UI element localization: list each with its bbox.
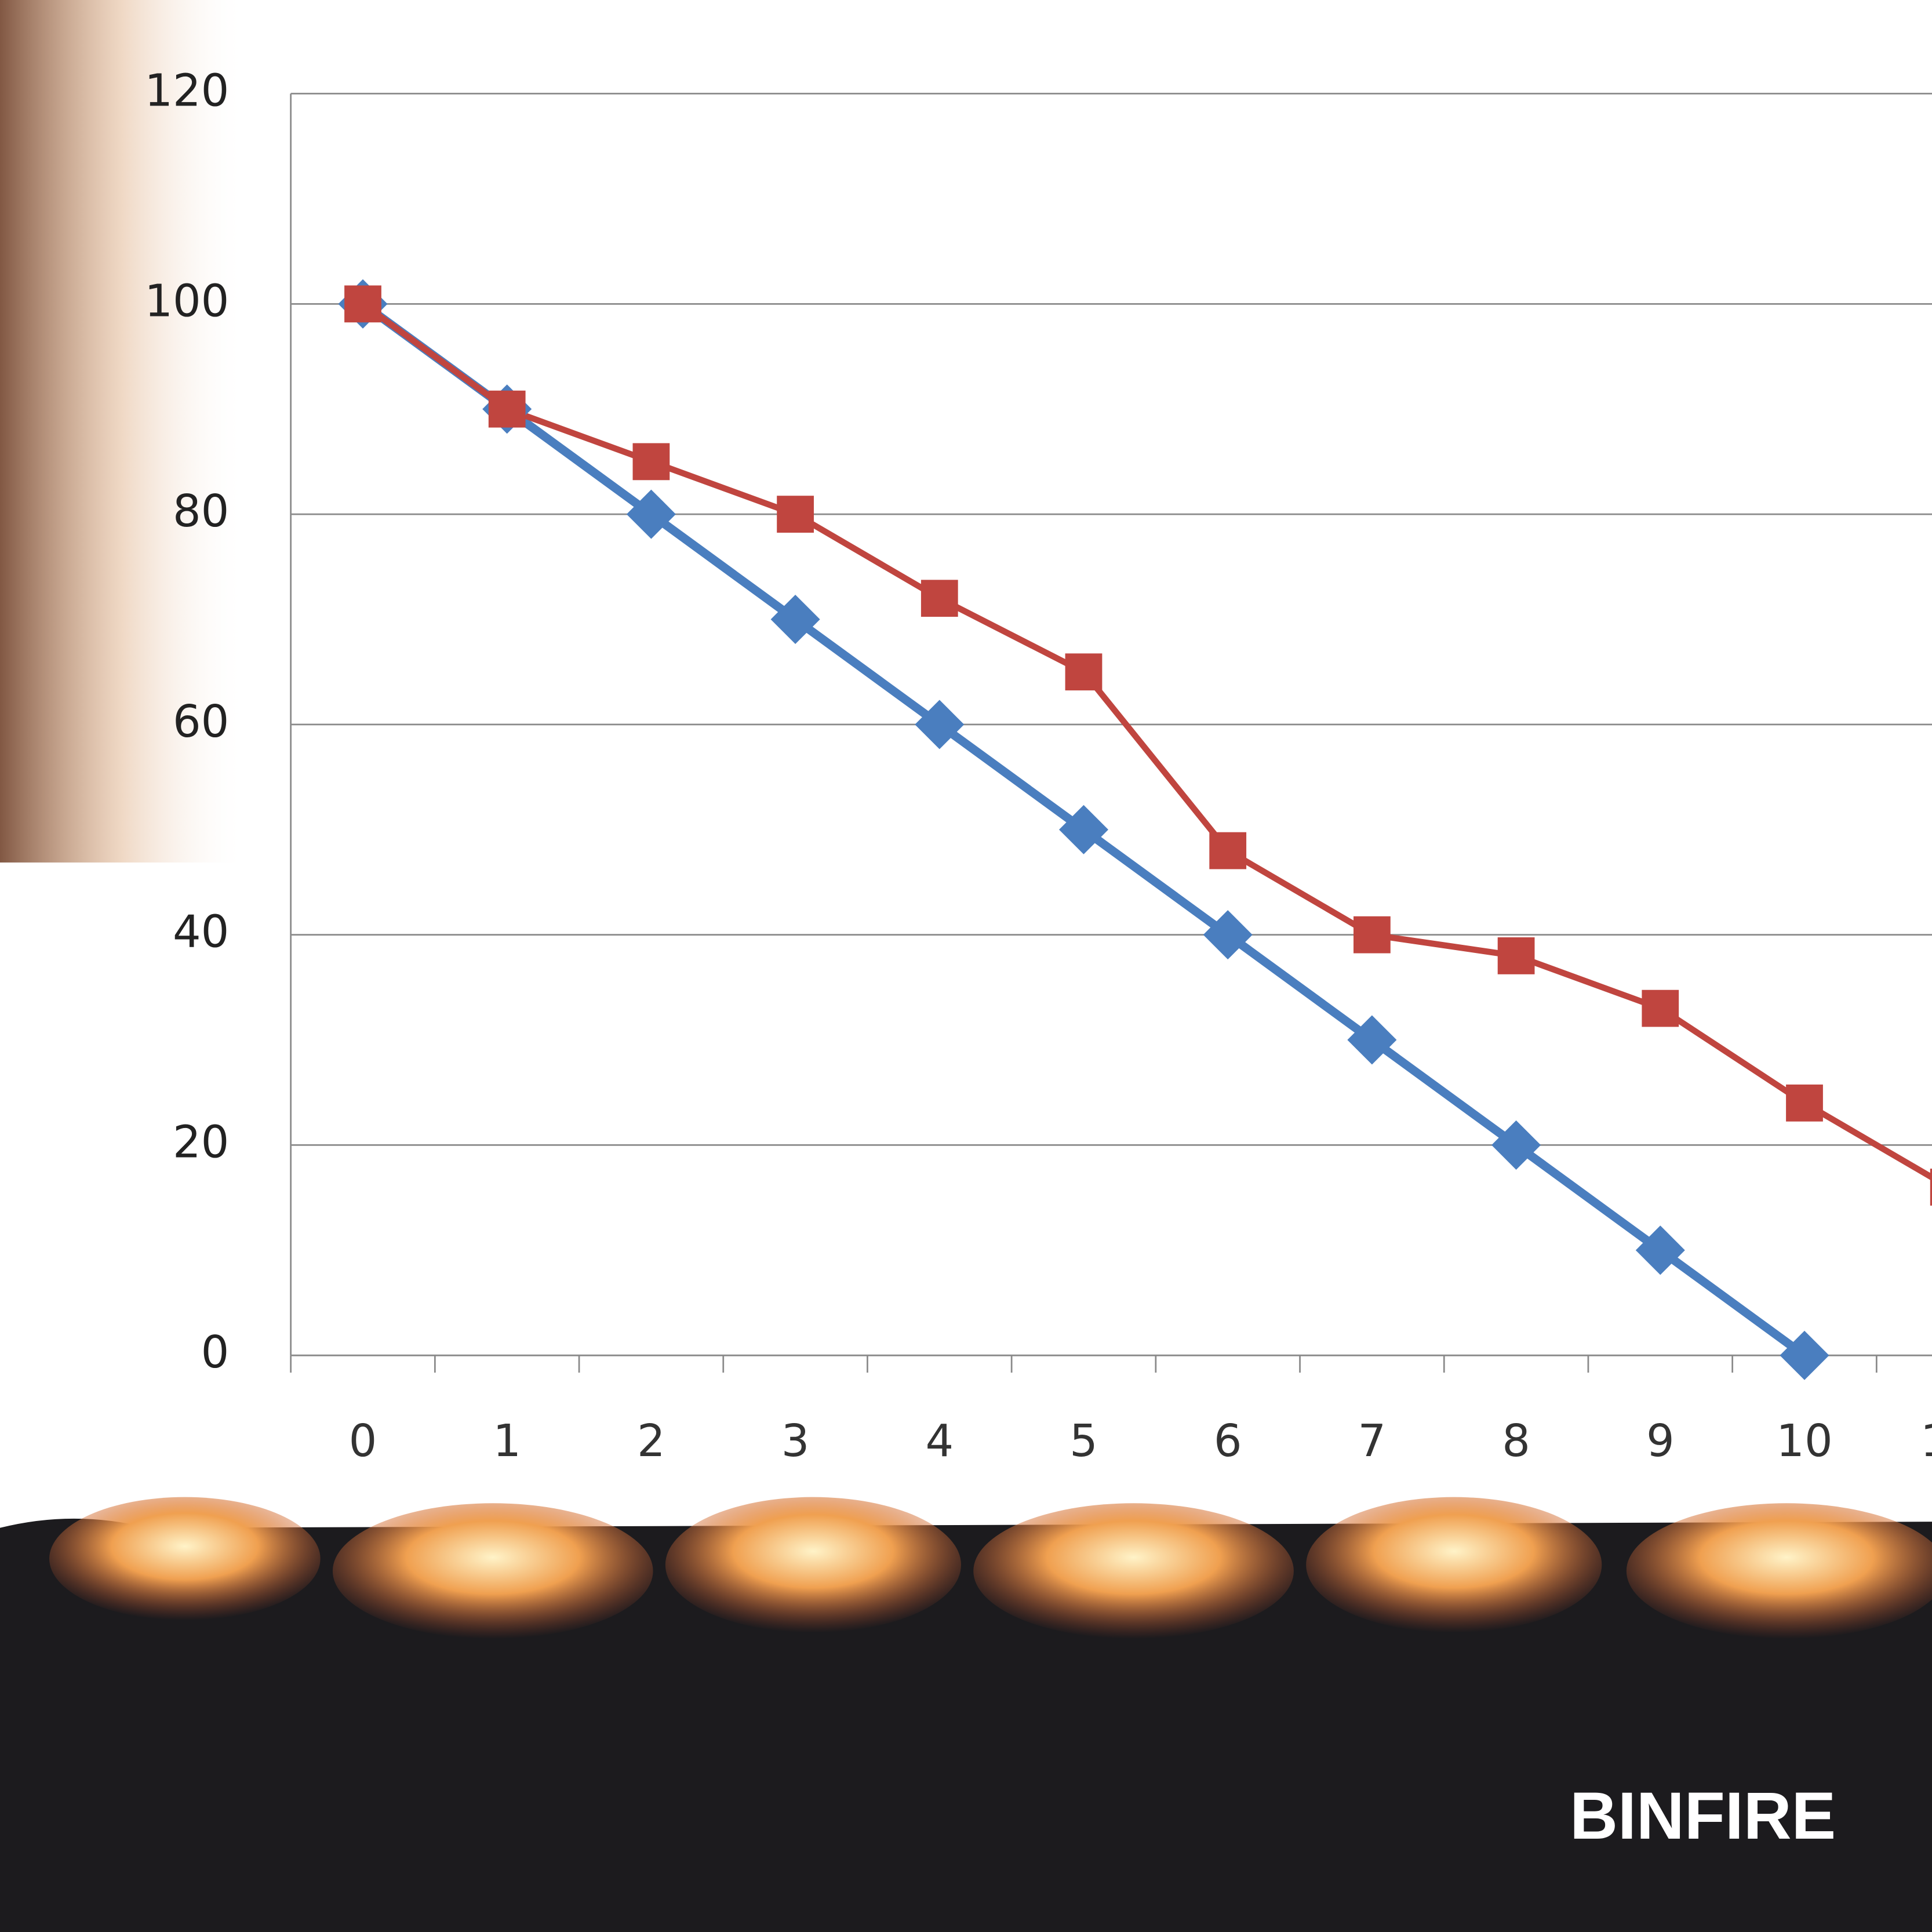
y-tick-label: 0 <box>201 1327 230 1378</box>
marker <box>1354 916 1391 954</box>
marker <box>915 700 965 749</box>
x-tick-label: 11 <box>1920 1416 1932 1467</box>
marker <box>920 580 958 617</box>
marker <box>1203 910 1253 960</box>
y-tick-label: 120 <box>144 66 229 117</box>
flame <box>49 1497 321 1621</box>
flame <box>665 1497 961 1633</box>
y-tick-label: 60 <box>173 696 229 748</box>
marker <box>777 496 814 533</box>
flames <box>49 1497 1932 1639</box>
marker <box>1930 1169 1932 1206</box>
y-tick-label: 80 <box>173 486 229 537</box>
flame <box>332 1503 653 1639</box>
flame <box>1626 1503 1932 1639</box>
marker <box>1065 653 1103 691</box>
marker <box>344 285 381 323</box>
x-tick-label: 1 <box>493 1416 521 1467</box>
y-tick-label: 20 <box>173 1116 229 1168</box>
marker <box>1786 1084 1823 1122</box>
y-tick-label: 100 <box>144 275 229 327</box>
x-tick-label: 6 <box>1214 1416 1242 1467</box>
x-tick-label: 3 <box>781 1416 810 1467</box>
x-tick-label: 10 <box>1776 1416 1832 1467</box>
marker <box>1491 1120 1541 1170</box>
flame <box>1306 1497 1602 1633</box>
marker <box>1209 832 1247 869</box>
x-tick-label: 4 <box>925 1416 954 1467</box>
marker <box>770 594 820 644</box>
y-tick-label: 40 <box>173 907 229 958</box>
series-line <box>361 301 1932 1181</box>
x-tick-label: 2 <box>637 1416 665 1467</box>
marker <box>1635 1225 1685 1275</box>
x-tick-label: 9 <box>1646 1416 1675 1467</box>
marker <box>1642 989 1679 1027</box>
x-tick-label: 7 <box>1358 1416 1387 1467</box>
flame <box>973 1503 1294 1639</box>
marker <box>488 390 526 428</box>
x-tick-label: 0 <box>349 1416 377 1467</box>
brand-logo: BINFIRE <box>1570 1779 1836 1853</box>
x-tick-label: 5 <box>1069 1416 1098 1467</box>
marker <box>1497 937 1535 974</box>
x-tick-label: 8 <box>1502 1416 1530 1467</box>
burn-edge <box>0 0 247 863</box>
marker <box>632 443 670 481</box>
marker <box>1780 1330 1829 1380</box>
